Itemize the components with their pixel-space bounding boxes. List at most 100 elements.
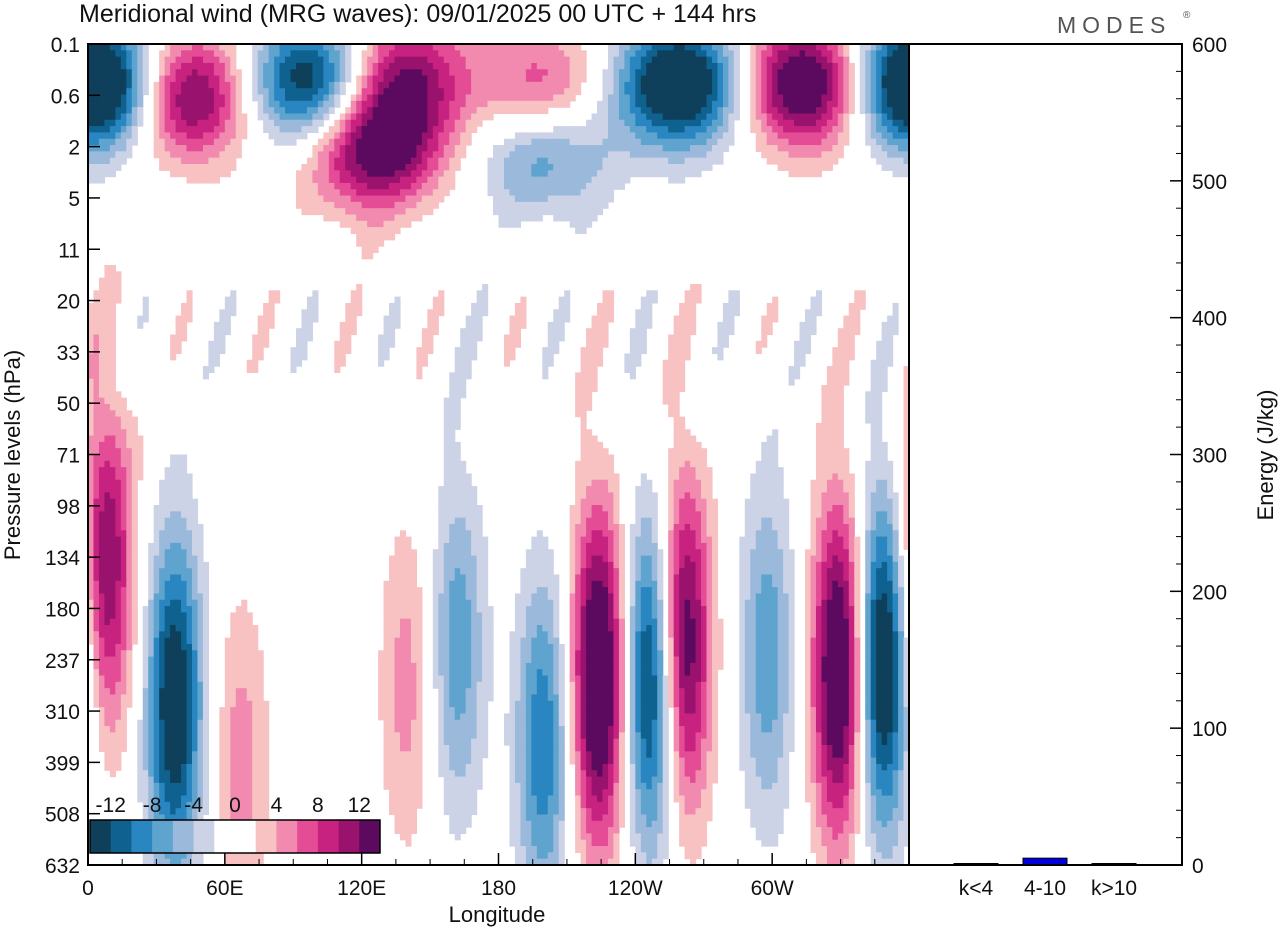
contour-cell xyxy=(646,302,653,310)
contour-cell xyxy=(865,542,872,550)
contour-cell xyxy=(460,517,467,525)
contour-cell xyxy=(88,302,95,310)
contour-cell xyxy=(104,94,111,102)
contour-cell xyxy=(646,100,653,108)
contour-cell xyxy=(733,69,740,77)
contour-cell xyxy=(142,44,149,51)
contour-cell xyxy=(109,479,116,487)
contour-cell xyxy=(378,182,385,190)
contour-cell xyxy=(295,347,303,355)
contour-cell xyxy=(274,296,281,304)
contour-cell xyxy=(602,473,609,481)
contour-cell xyxy=(892,50,899,58)
contour-cell xyxy=(898,62,905,70)
contour-cell xyxy=(635,75,642,83)
contour-cell xyxy=(394,170,401,178)
contour-cell xyxy=(679,460,686,468)
contour-cell xyxy=(755,467,762,475)
contour-cell xyxy=(750,492,757,500)
contour-cell xyxy=(181,100,188,108)
contour-cell xyxy=(454,505,461,512)
contour-cell xyxy=(98,416,106,424)
contour-cell xyxy=(646,138,653,146)
contour-cell xyxy=(93,88,100,96)
contour-cell xyxy=(454,542,461,550)
contour-cell xyxy=(805,157,812,165)
contour-cell xyxy=(137,69,144,77)
contour-cell xyxy=(837,69,844,77)
contour-cell xyxy=(514,157,521,165)
contour-cell xyxy=(662,397,669,405)
contour-cell xyxy=(525,50,532,58)
contour-cell xyxy=(876,492,883,500)
contour-cell xyxy=(350,208,357,216)
contour-cell xyxy=(334,69,341,77)
contour-cell xyxy=(383,347,390,355)
contour-cell xyxy=(640,542,647,550)
contour-cell xyxy=(881,138,888,146)
contour-cell xyxy=(213,170,220,178)
contour-cell xyxy=(799,347,806,355)
contour-cell xyxy=(629,536,636,544)
contour-cell xyxy=(98,126,106,134)
contour-cell xyxy=(295,56,303,64)
contour-cell xyxy=(903,366,910,373)
contour-cell xyxy=(684,517,691,525)
contour-cell xyxy=(257,353,264,361)
contour-cell xyxy=(181,517,188,525)
contour-cell xyxy=(848,486,855,493)
contour-cell xyxy=(739,536,746,544)
contour-cell xyxy=(410,189,417,197)
contour-cell xyxy=(848,498,855,506)
contour-cell xyxy=(695,296,702,304)
contour-cell xyxy=(432,119,439,127)
contour-cell xyxy=(580,486,587,493)
contour-cell xyxy=(104,416,111,424)
contour-cell xyxy=(279,88,286,96)
contour-cell xyxy=(164,479,171,487)
contour-cell xyxy=(826,429,833,437)
contour-cell xyxy=(859,107,866,115)
contour-cell xyxy=(159,69,166,77)
contour-cell xyxy=(405,145,412,152)
contour-cell xyxy=(805,315,812,323)
contour-cell xyxy=(602,340,609,348)
contour-cell xyxy=(460,366,467,373)
contour-cell xyxy=(465,100,472,108)
contour-cell xyxy=(542,69,549,77)
contour-cell xyxy=(503,334,511,342)
contour-cell xyxy=(345,151,352,159)
contour-cell xyxy=(575,492,582,500)
contour-cell xyxy=(153,81,160,89)
contour-cell xyxy=(175,170,182,178)
contour-cell xyxy=(219,119,226,127)
contour-cell xyxy=(547,50,554,58)
contour-cell xyxy=(405,157,412,165)
contour-cell xyxy=(460,492,467,500)
contour-cell xyxy=(613,145,620,152)
contour-cell xyxy=(777,119,784,127)
contour-cell xyxy=(679,473,686,481)
contour-cell xyxy=(558,69,565,77)
contour-cell xyxy=(454,69,461,77)
contour-cell xyxy=(334,182,341,190)
contour-cell xyxy=(449,100,456,108)
contour-cell xyxy=(635,530,642,538)
contour-cell xyxy=(618,163,625,171)
contour-cell xyxy=(586,119,593,127)
contour-cell xyxy=(383,81,390,89)
contour-cell xyxy=(317,182,324,190)
contour-cell xyxy=(476,100,483,108)
contour-cell xyxy=(443,429,450,437)
contour-cell xyxy=(323,151,330,159)
contour-cell xyxy=(640,170,647,178)
contour-cell xyxy=(514,201,521,209)
contour-cell xyxy=(219,328,226,336)
contour-cell xyxy=(898,138,905,146)
contour-cell xyxy=(805,107,812,115)
contour-cell xyxy=(673,94,680,102)
contour-cell xyxy=(602,189,609,197)
contour-cell xyxy=(465,44,472,51)
contour-cell xyxy=(892,44,899,51)
contour-cell xyxy=(471,523,478,531)
